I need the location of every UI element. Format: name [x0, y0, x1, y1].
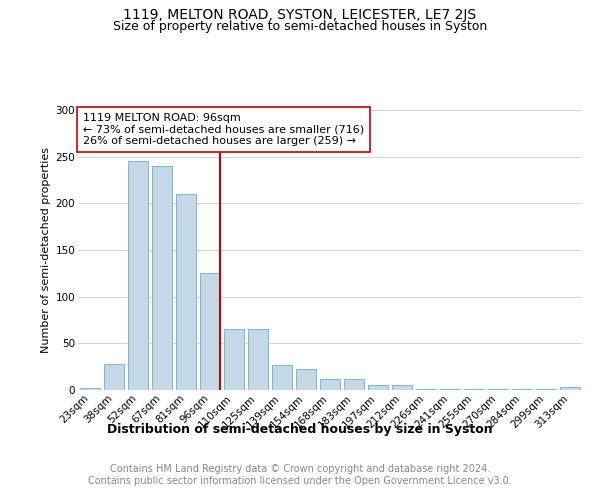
Bar [248, 330, 268, 390]
Bar [488, 389, 508, 390]
Bar [296, 370, 316, 390]
Bar [560, 387, 580, 390]
Bar [416, 389, 436, 390]
Text: Contains public sector information licensed under the Open Government Licence v3: Contains public sector information licen… [88, 476, 512, 486]
Bar [392, 386, 412, 390]
Text: 1119, MELTON ROAD, SYSTON, LEICESTER, LE7 2JS: 1119, MELTON ROAD, SYSTON, LEICESTER, LE… [124, 8, 476, 22]
Text: Contains HM Land Registry data © Crown copyright and database right 2024.: Contains HM Land Registry data © Crown c… [110, 464, 490, 474]
Text: Distribution of semi-detached houses by size in Syston: Distribution of semi-detached houses by … [107, 422, 493, 436]
Bar [320, 379, 340, 390]
Bar [368, 386, 388, 390]
Bar [224, 330, 244, 390]
Bar [464, 389, 484, 390]
Bar [272, 365, 292, 390]
Text: Size of property relative to semi-detached houses in Syston: Size of property relative to semi-detach… [113, 20, 487, 33]
Bar [152, 166, 172, 390]
Bar [440, 389, 460, 390]
Bar [80, 388, 100, 390]
Bar [512, 389, 532, 390]
Bar [128, 162, 148, 390]
Bar [104, 364, 124, 390]
Text: 1119 MELTON ROAD: 96sqm
← 73% of semi-detached houses are smaller (716)
26% of s: 1119 MELTON ROAD: 96sqm ← 73% of semi-de… [83, 113, 364, 146]
Bar [200, 274, 220, 390]
Bar [176, 194, 196, 390]
Bar [536, 389, 556, 390]
Y-axis label: Number of semi-detached properties: Number of semi-detached properties [41, 147, 52, 353]
Bar [344, 379, 364, 390]
